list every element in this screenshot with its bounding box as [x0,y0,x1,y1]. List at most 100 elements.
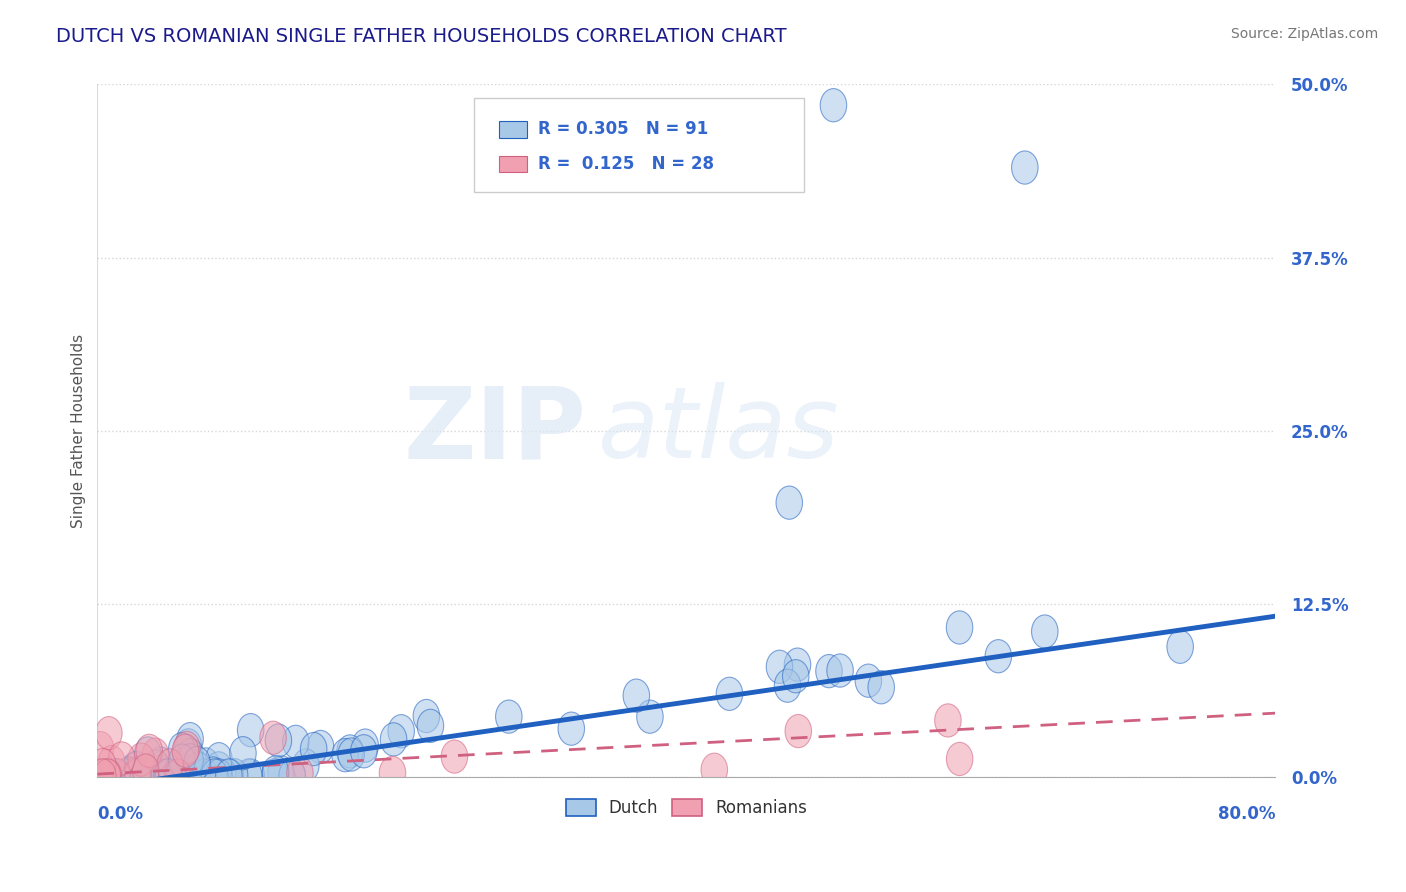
Y-axis label: Single Father Households: Single Father Households [72,334,86,528]
Ellipse shape [301,732,328,765]
FancyBboxPatch shape [499,156,527,172]
Ellipse shape [166,759,193,792]
Ellipse shape [200,757,226,790]
Text: R =  0.125   N = 28: R = 0.125 N = 28 [538,155,714,173]
Ellipse shape [1167,630,1194,664]
Ellipse shape [153,759,180,792]
Ellipse shape [283,725,309,758]
Ellipse shape [336,735,363,768]
Ellipse shape [413,699,440,732]
Ellipse shape [135,737,160,770]
Ellipse shape [935,704,962,737]
Ellipse shape [201,759,228,792]
Ellipse shape [124,759,150,792]
Ellipse shape [125,759,152,792]
Ellipse shape [441,740,468,773]
Ellipse shape [229,737,256,770]
Ellipse shape [186,752,211,785]
Ellipse shape [142,738,169,772]
Ellipse shape [783,659,808,693]
Ellipse shape [172,734,198,767]
Ellipse shape [87,759,114,792]
Ellipse shape [215,759,242,792]
Ellipse shape [221,758,247,792]
Ellipse shape [205,743,232,776]
Ellipse shape [173,731,200,764]
Ellipse shape [418,709,444,742]
Ellipse shape [98,759,125,792]
Ellipse shape [380,723,406,756]
Ellipse shape [350,735,377,768]
Ellipse shape [1032,615,1059,648]
Ellipse shape [104,759,131,792]
Ellipse shape [169,732,195,766]
Ellipse shape [263,756,288,789]
Ellipse shape [121,759,148,792]
Ellipse shape [308,731,333,764]
Ellipse shape [177,744,204,777]
Ellipse shape [98,746,125,779]
Ellipse shape [269,756,294,789]
Ellipse shape [115,757,142,790]
Ellipse shape [183,759,209,792]
Ellipse shape [352,729,378,762]
Ellipse shape [946,611,973,644]
Ellipse shape [986,640,1011,673]
Ellipse shape [127,759,153,792]
Ellipse shape [193,747,219,781]
Ellipse shape [716,677,742,710]
Text: DUTCH VS ROMANIAN SINGLE FATHER HOUSEHOLDS CORRELATION CHART: DUTCH VS ROMANIAN SINGLE FATHER HOUSEHOL… [56,27,787,45]
Ellipse shape [103,759,129,792]
Text: ZIP: ZIP [404,382,586,479]
Ellipse shape [238,759,264,792]
Text: R = 0.305   N = 91: R = 0.305 N = 91 [538,120,709,138]
Ellipse shape [156,759,181,792]
Ellipse shape [785,648,811,681]
Ellipse shape [117,759,142,792]
Ellipse shape [104,759,129,792]
Ellipse shape [136,734,163,767]
Ellipse shape [177,723,204,756]
Ellipse shape [96,716,122,750]
Ellipse shape [637,700,664,733]
Ellipse shape [205,759,232,792]
Ellipse shape [177,739,204,772]
Ellipse shape [278,759,305,792]
Ellipse shape [184,747,211,780]
Ellipse shape [702,753,727,787]
Ellipse shape [165,759,191,792]
Ellipse shape [205,752,232,785]
Ellipse shape [91,759,118,792]
Ellipse shape [157,748,183,782]
Ellipse shape [148,756,174,789]
Ellipse shape [337,738,364,772]
Ellipse shape [94,759,121,792]
Ellipse shape [90,748,117,781]
Ellipse shape [143,750,170,783]
Ellipse shape [332,739,359,772]
Ellipse shape [103,759,129,792]
Ellipse shape [292,748,319,782]
Ellipse shape [181,759,208,792]
Ellipse shape [827,654,853,687]
Ellipse shape [1011,151,1038,184]
Text: atlas: atlas [598,382,839,479]
Ellipse shape [94,759,121,792]
FancyBboxPatch shape [499,121,527,137]
Ellipse shape [820,88,846,122]
Ellipse shape [169,744,195,777]
Ellipse shape [946,742,973,775]
Ellipse shape [96,759,122,792]
Ellipse shape [124,751,150,784]
Ellipse shape [235,759,262,792]
Text: Source: ZipAtlas.com: Source: ZipAtlas.com [1230,27,1378,41]
Ellipse shape [132,759,159,792]
Text: 0.0%: 0.0% [97,805,143,822]
Ellipse shape [217,759,243,792]
Ellipse shape [623,679,650,712]
Ellipse shape [785,714,811,747]
Ellipse shape [204,759,231,792]
Ellipse shape [495,700,522,733]
Ellipse shape [128,743,155,776]
Ellipse shape [156,759,181,792]
